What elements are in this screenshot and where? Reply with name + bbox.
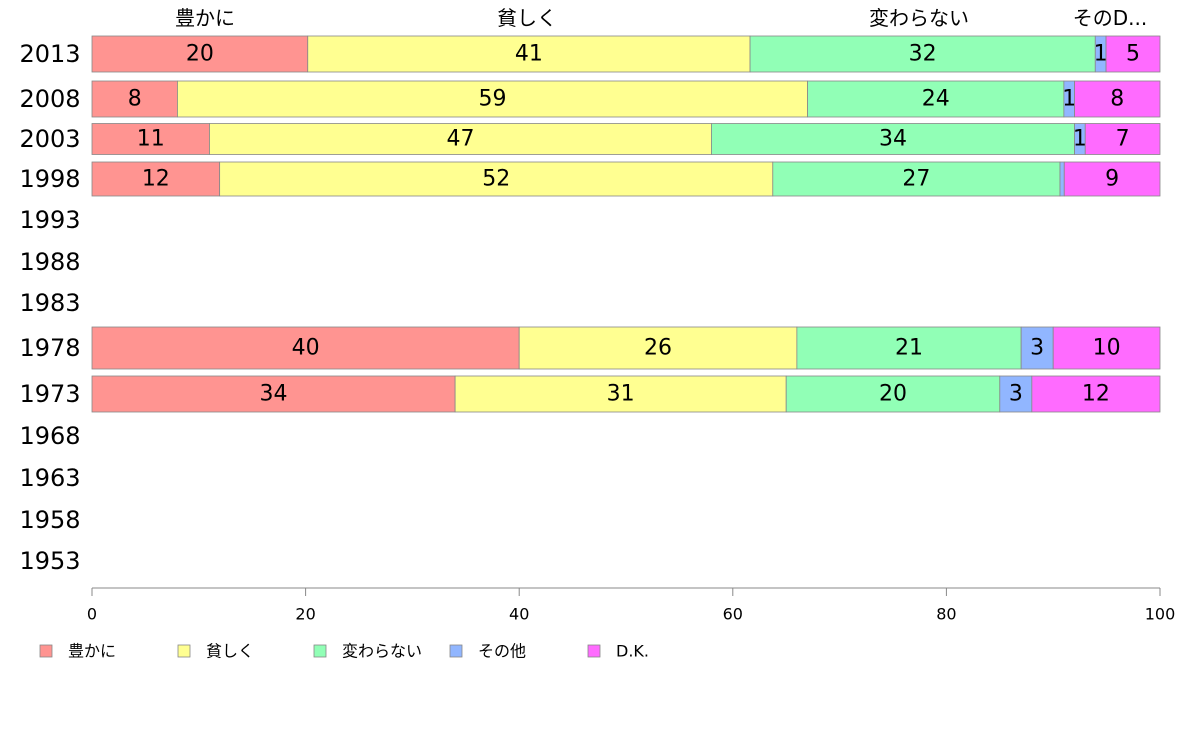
y-tick-label-1988: 1988 xyxy=(19,248,80,276)
legend-swatch-貧しく xyxy=(177,644,191,658)
value-label-1978-変わらない: 21 xyxy=(895,336,923,361)
y-tick-label-1993: 1993 xyxy=(19,206,80,234)
value-label-2013-貧しく: 41 xyxy=(515,42,543,67)
y-tick-label-1978: 1978 xyxy=(19,334,80,362)
value-label-1973-変わらない: 20 xyxy=(879,382,907,407)
y-tick-label-1958: 1958 xyxy=(19,506,80,534)
value-label-2013-変わらない: 32 xyxy=(909,42,937,67)
bar-1998-豊かに xyxy=(91,161,221,197)
y-tick-label-1998: 1998 xyxy=(19,165,80,193)
value-label-2003-貧しく: 47 xyxy=(446,127,474,152)
y-tick-label-1963: 1963 xyxy=(19,464,80,492)
value-label-1978-D.K.: 10 xyxy=(1093,336,1121,361)
value-label-2003-D.K.: 7 xyxy=(1116,127,1130,152)
y-tick-label-2003: 2003 xyxy=(19,125,80,153)
legend-label-貧しく: 貧しく xyxy=(206,642,254,661)
bar-1978-豊かに xyxy=(91,326,520,370)
value-label-2003-変わらない: 34 xyxy=(879,127,907,152)
value-label-1998-貧しく: 52 xyxy=(482,167,510,192)
bar-2013-貧しく xyxy=(307,35,751,73)
legend-label-D.K.: D.K. xyxy=(616,642,649,661)
bar-1998-D.K. xyxy=(1063,161,1161,197)
value-label-1973-その他: 3 xyxy=(1009,382,1023,407)
bar-2003-変わらない xyxy=(711,123,1075,155)
bar-1978-D.K. xyxy=(1052,326,1161,370)
bar-1998-変わらない xyxy=(772,161,1061,197)
value-label-2008-貧しく: 59 xyxy=(479,87,507,112)
bar-1973-D.K. xyxy=(1031,375,1161,413)
value-label-1973-貧しく: 31 xyxy=(607,382,635,407)
bar-1978-貧しく xyxy=(518,326,798,370)
bar-2008-D.K. xyxy=(1074,80,1161,118)
bar-2003-豊かに xyxy=(91,123,210,155)
x-tick-label-80: 80 xyxy=(936,605,956,624)
x-tick-label-40: 40 xyxy=(509,605,529,624)
y-tick-label-1968: 1968 xyxy=(19,422,80,450)
y-tick-label-1973: 1973 xyxy=(19,380,80,408)
value-label-1978-その他: 3 xyxy=(1030,336,1044,361)
bar-1973-貧しく xyxy=(454,375,787,413)
legend-label-変わらない: 変わらない xyxy=(342,642,422,661)
legend-swatch-豊かに xyxy=(39,644,53,658)
value-label-1998-変わらない: 27 xyxy=(902,167,930,192)
legend-label-豊かに: 豊かに xyxy=(68,642,116,661)
bar-1978-その他 xyxy=(1020,326,1054,370)
value-label-2013-D.K.: 5 xyxy=(1126,42,1140,67)
value-label-1973-D.K.: 12 xyxy=(1082,382,1110,407)
value-label-1998-豊かに: 12 xyxy=(142,167,170,192)
bar-1973-変わらない xyxy=(785,375,1001,413)
y-tick-label-2013: 2013 xyxy=(19,40,80,68)
bar-2008-豊かに xyxy=(91,80,178,118)
value-label-2003-その他: 1 xyxy=(1073,127,1087,152)
legend-swatch-D.K. xyxy=(587,644,601,658)
value-label-2008-変わらない: 24 xyxy=(922,87,950,112)
bar-2008-貧しく xyxy=(177,80,808,118)
bar-2013-D.K. xyxy=(1105,35,1161,73)
y-tick-label-1983: 1983 xyxy=(19,289,80,317)
value-label-1998-D.K.: 9 xyxy=(1105,167,1119,192)
value-label-1978-豊かに: 40 xyxy=(292,336,320,361)
top-series-label-4: そのD... xyxy=(1073,6,1147,30)
bar-1998-貧しく xyxy=(219,161,774,197)
top-series-label-2: 貧しく xyxy=(497,6,557,30)
value-label-2013-豊かに: 20 xyxy=(186,42,214,67)
value-label-2003-豊かに: 11 xyxy=(137,127,165,152)
x-tick-label-20: 20 xyxy=(295,605,315,624)
bar-2013-豊かに xyxy=(91,35,309,73)
bar-1973-豊かに xyxy=(91,375,456,413)
value-label-2008-その他: 1 xyxy=(1062,87,1076,112)
x-tick-label-60: 60 xyxy=(723,605,743,624)
bar-1978-変わらない xyxy=(796,326,1022,370)
bar-2008-変わらない xyxy=(807,80,1065,118)
x-tick-label-0: 0 xyxy=(87,605,97,624)
y-tick-label-2008: 2008 xyxy=(19,85,80,113)
y-tick-label-1953: 1953 xyxy=(19,547,80,575)
x-tick-label-100: 100 xyxy=(1145,605,1176,624)
value-label-1978-貧しく: 26 xyxy=(644,336,672,361)
value-label-2013-その他: 1 xyxy=(1094,42,1108,67)
legend-swatch-その他 xyxy=(449,644,463,658)
value-label-2008-D.K.: 8 xyxy=(1110,87,1124,112)
bar-2013-変わらない xyxy=(749,35,1096,73)
value-label-2008-豊かに: 8 xyxy=(128,87,142,112)
value-label-1973-豊かに: 34 xyxy=(260,382,288,407)
legend-label-その他: その他 xyxy=(478,642,526,661)
legend-swatch-変わらない xyxy=(313,644,327,658)
bar-1998-その他 xyxy=(1059,161,1065,197)
bar-2003-D.K. xyxy=(1084,123,1161,155)
top-series-label-3: 変わらない xyxy=(869,6,969,30)
bar-1973-その他 xyxy=(999,375,1033,413)
top-series-label-1: 豊かに xyxy=(175,6,235,30)
